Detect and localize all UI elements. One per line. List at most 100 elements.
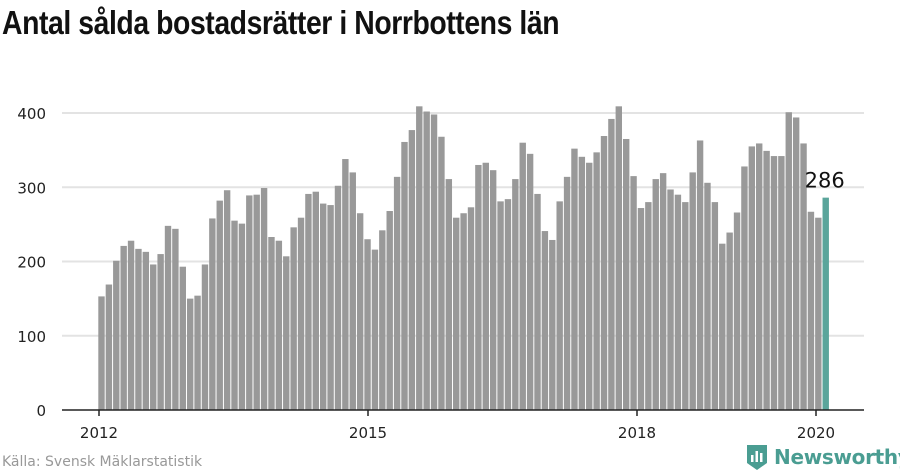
bar xyxy=(549,239,556,410)
bar xyxy=(157,254,164,410)
bar xyxy=(615,106,622,410)
bar xyxy=(726,232,733,410)
bars xyxy=(98,106,829,411)
last-value-label: 286 xyxy=(805,169,845,193)
bar xyxy=(150,264,157,410)
y-tick-label: 100 xyxy=(17,328,46,346)
bar xyxy=(416,106,423,410)
bar xyxy=(408,130,416,410)
bar xyxy=(667,189,674,410)
bar xyxy=(637,208,645,410)
bar xyxy=(497,201,504,410)
bar xyxy=(186,298,194,410)
bar xyxy=(504,199,512,410)
bar xyxy=(320,203,327,410)
bar xyxy=(526,153,534,410)
bar xyxy=(645,202,652,410)
bar xyxy=(268,236,275,410)
x-tick-label: 2020 xyxy=(797,424,835,442)
bar xyxy=(297,217,305,410)
bar xyxy=(756,143,763,410)
bar xyxy=(475,164,482,410)
bar xyxy=(231,220,238,410)
bar xyxy=(689,172,696,410)
bar xyxy=(556,201,563,410)
bar xyxy=(120,245,127,410)
bar xyxy=(541,231,549,410)
bar xyxy=(563,176,571,410)
bar xyxy=(379,230,386,410)
bar xyxy=(371,249,379,410)
bar xyxy=(741,166,748,410)
bar xyxy=(290,227,297,410)
y-tick-label: 200 xyxy=(17,254,46,272)
bar xyxy=(209,218,216,410)
brand-name: Newsworthy xyxy=(774,445,900,469)
bar xyxy=(430,114,438,411)
bar xyxy=(807,211,815,410)
bar xyxy=(800,143,807,410)
bar xyxy=(305,193,312,410)
bar xyxy=(608,118,615,410)
chart-title: Antal sålda bostadsrätter i Norrbottens … xyxy=(2,4,560,41)
bar xyxy=(98,296,105,410)
bar xyxy=(356,213,364,410)
bar xyxy=(748,146,756,410)
y-axis-labels: 0 100 200 300 400 xyxy=(17,105,46,420)
bar xyxy=(482,162,489,410)
newsworthy-logo-icon xyxy=(747,445,767,470)
bar xyxy=(733,212,741,410)
bar xyxy=(519,142,526,410)
bar xyxy=(216,200,223,410)
bar-highlight xyxy=(822,197,829,410)
bar xyxy=(401,141,408,410)
bar xyxy=(135,248,142,410)
bar xyxy=(696,140,704,410)
bar xyxy=(275,240,283,410)
bar xyxy=(785,112,792,410)
bar xyxy=(386,211,393,410)
bar xyxy=(763,150,770,410)
bar xyxy=(704,182,711,410)
x-axis-labels: 2012 2015 2018 2020 xyxy=(80,424,835,442)
bar xyxy=(334,185,342,410)
bar xyxy=(460,213,467,410)
bar xyxy=(113,260,120,410)
bar xyxy=(201,264,209,410)
bar xyxy=(622,138,630,411)
bar xyxy=(423,111,430,410)
bar xyxy=(534,193,541,410)
bar xyxy=(246,195,253,410)
source-text: Källa: Svensk Mäklarstatistik xyxy=(2,454,203,470)
bar xyxy=(327,205,334,410)
x-axis xyxy=(62,409,864,416)
bar xyxy=(711,202,719,410)
bar xyxy=(682,202,689,410)
bar xyxy=(719,243,726,410)
x-tick-label: 2012 xyxy=(80,424,118,442)
bar xyxy=(364,239,371,410)
bar xyxy=(453,217,460,410)
bar xyxy=(393,176,401,410)
y-tick-label: 400 xyxy=(17,105,46,123)
bar xyxy=(445,179,453,410)
bar xyxy=(260,187,268,410)
bar xyxy=(630,176,637,410)
y-tick-label: 0 xyxy=(36,402,46,420)
bar xyxy=(652,179,659,410)
bar xyxy=(770,156,778,410)
bar xyxy=(467,207,475,410)
bar xyxy=(349,172,356,410)
bar xyxy=(238,223,246,410)
bar xyxy=(127,240,135,410)
bar xyxy=(571,148,578,410)
bar xyxy=(586,162,593,410)
bar xyxy=(489,170,497,410)
bar xyxy=(438,136,445,410)
bar xyxy=(142,251,150,410)
bar xyxy=(172,228,179,410)
newsworthy-logo: Newsworthy xyxy=(745,443,900,471)
bar xyxy=(512,179,519,410)
bar xyxy=(283,256,290,410)
